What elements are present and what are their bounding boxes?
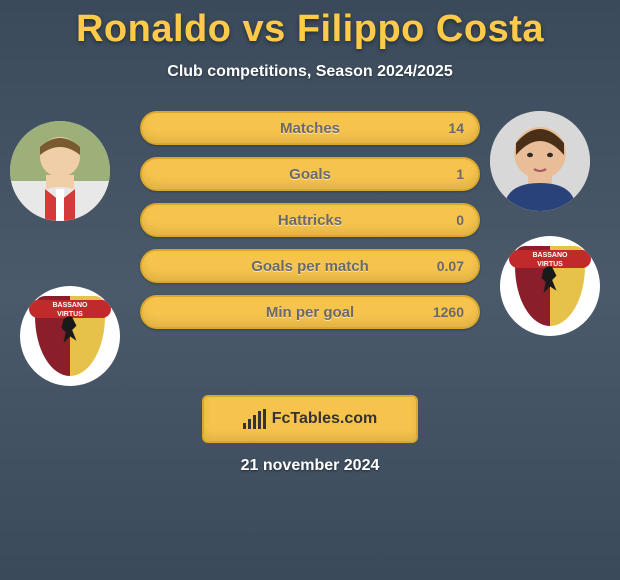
stat-right-value: 0 bbox=[456, 212, 464, 228]
shield-icon: BASSANOVIRTUS bbox=[515, 246, 585, 326]
stat-right-value: 1 bbox=[456, 166, 464, 182]
stat-label: Matches bbox=[280, 120, 340, 137]
stat-right-value: 0.07 bbox=[437, 258, 464, 274]
stat-row: Matches 14 bbox=[140, 111, 480, 145]
brand-text: FcTables.com bbox=[272, 410, 378, 428]
comparison-panel: BASSANOVIRTUS BASSANOVIRTUS Matches 14 bbox=[0, 111, 620, 371]
date-text: 21 november 2024 bbox=[0, 457, 620, 475]
stat-label: Goals bbox=[289, 166, 331, 183]
stat-row: Goals 1 bbox=[140, 157, 480, 191]
stat-label: Min per goal bbox=[266, 304, 354, 321]
player-left-avatar bbox=[10, 121, 110, 221]
shield-icon: BASSANOVIRTUS bbox=[35, 296, 105, 376]
player-right-avatar bbox=[490, 111, 590, 211]
stat-row: Hattricks 0 bbox=[140, 203, 480, 237]
badge-top-text: BASSANO bbox=[52, 302, 87, 309]
stat-label: Hattricks bbox=[278, 212, 342, 229]
page-subtitle: Club competitions, Season 2024/2025 bbox=[0, 63, 620, 81]
stat-right-value: 1260 bbox=[433, 304, 464, 320]
badge-top-text: BASSANO bbox=[532, 252, 567, 259]
stat-row: Goals per match 0.07 bbox=[140, 249, 480, 283]
person-icon bbox=[10, 121, 110, 221]
team-right-badge: BASSANOVIRTUS bbox=[500, 236, 600, 336]
brand-box: FcTables.com bbox=[202, 395, 418, 443]
stat-right-value: 14 bbox=[448, 120, 464, 136]
stat-rows: Matches 14 Goals 1 Hattricks 0 Goals per… bbox=[140, 111, 480, 341]
person-icon bbox=[490, 111, 590, 211]
team-left-badge: BASSANOVIRTUS bbox=[20, 286, 120, 386]
stat-row: Min per goal 1260 bbox=[140, 295, 480, 329]
page-title: Ronaldo vs Filippo Costa bbox=[0, 0, 620, 51]
stat-label: Goals per match bbox=[251, 258, 369, 275]
bar-chart-icon bbox=[243, 409, 266, 429]
